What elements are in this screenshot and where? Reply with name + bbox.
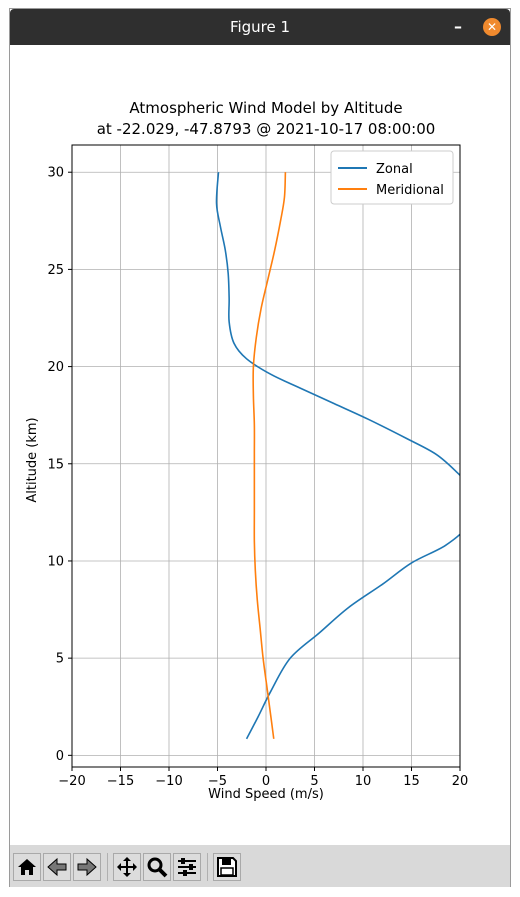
- toolbar-separator: [207, 853, 208, 881]
- y-axis-label: Altitude (km): [25, 417, 40, 502]
- series-line-zonal: [215, 172, 460, 740]
- axis-ticks: −20 −15 −10 −5 0 5 10 15 20 0 5 10 15 20 25 30: [47, 166, 468, 789]
- zoom-button[interactable]: [143, 853, 171, 881]
- y-tick-label: 0: [56, 749, 64, 764]
- x-tick-label: 10: [355, 774, 372, 789]
- x-tick-label: −20: [58, 774, 85, 789]
- series-line-meridional: [252, 172, 287, 739]
- title-bar: Figure 1 – ✕: [10, 9, 510, 45]
- configure-subplots-button[interactable]: [173, 853, 201, 881]
- configure-icon: [178, 858, 196, 876]
- x-tick-label: 15: [403, 774, 420, 789]
- close-icon: ✕: [486, 20, 498, 34]
- back-icon: [47, 857, 67, 877]
- save-icon: [217, 857, 237, 877]
- series-layer: [215, 172, 460, 740]
- chart-subtitle: at -22.029, -47.8793 @ 2021-10-17 08:00:…: [97, 120, 436, 138]
- x-tick-label: −15: [107, 774, 134, 789]
- legend: Zonal Meridional: [330, 150, 454, 205]
- x-tick-label: −10: [155, 774, 182, 789]
- figure-window: Figure 1 – ✕ −20 −15 −10 −5 0 5 10 15 20 0 5 10 15 20…: [9, 8, 511, 887]
- chart-canvas: −20 −15 −10 −5 0 5 10 15 20 0 5 10 15 20 25 30 Atmosphe…: [25, 99, 468, 802]
- x-axis-label: Wind Speed (m/s): [208, 787, 324, 802]
- y-tick-label: 25: [47, 263, 64, 278]
- y-tick-label: 10: [47, 554, 64, 569]
- zoom-icon: [147, 857, 168, 878]
- forward-icon: [77, 857, 97, 877]
- close-button[interactable]: ✕: [483, 18, 501, 36]
- window-title: Figure 1: [229, 18, 291, 36]
- toolbar-separator: [107, 853, 108, 881]
- y-tick-label: 30: [47, 166, 64, 181]
- legend-label-meridional: Meridional: [376, 183, 444, 198]
- home-button[interactable]: [13, 853, 41, 881]
- x-tick-label: 0: [262, 774, 270, 789]
- y-tick-label: 20: [47, 360, 64, 375]
- navigation-toolbar: [10, 845, 510, 887]
- forward-button[interactable]: [73, 853, 101, 881]
- x-tick-label: −5: [208, 774, 227, 789]
- chart-title: Atmospheric Wind Model by Altitude: [129, 99, 402, 117]
- minimize-icon: –: [454, 17, 462, 36]
- legend-box: [330, 150, 454, 205]
- x-tick-label: 20: [452, 774, 469, 789]
- y-tick-label: 15: [47, 457, 64, 472]
- pan-button[interactable]: [113, 853, 141, 881]
- minimize-button[interactable]: –: [451, 19, 465, 35]
- legend-label-zonal: Zonal: [376, 162, 413, 177]
- grid: [71, 145, 461, 767]
- back-button[interactable]: [43, 853, 71, 881]
- y-tick-label: 5: [56, 652, 64, 667]
- x-tick-label: 5: [310, 774, 318, 789]
- home-icon: [18, 859, 36, 875]
- pan-icon: [117, 857, 137, 877]
- save-button[interactable]: [213, 853, 241, 881]
